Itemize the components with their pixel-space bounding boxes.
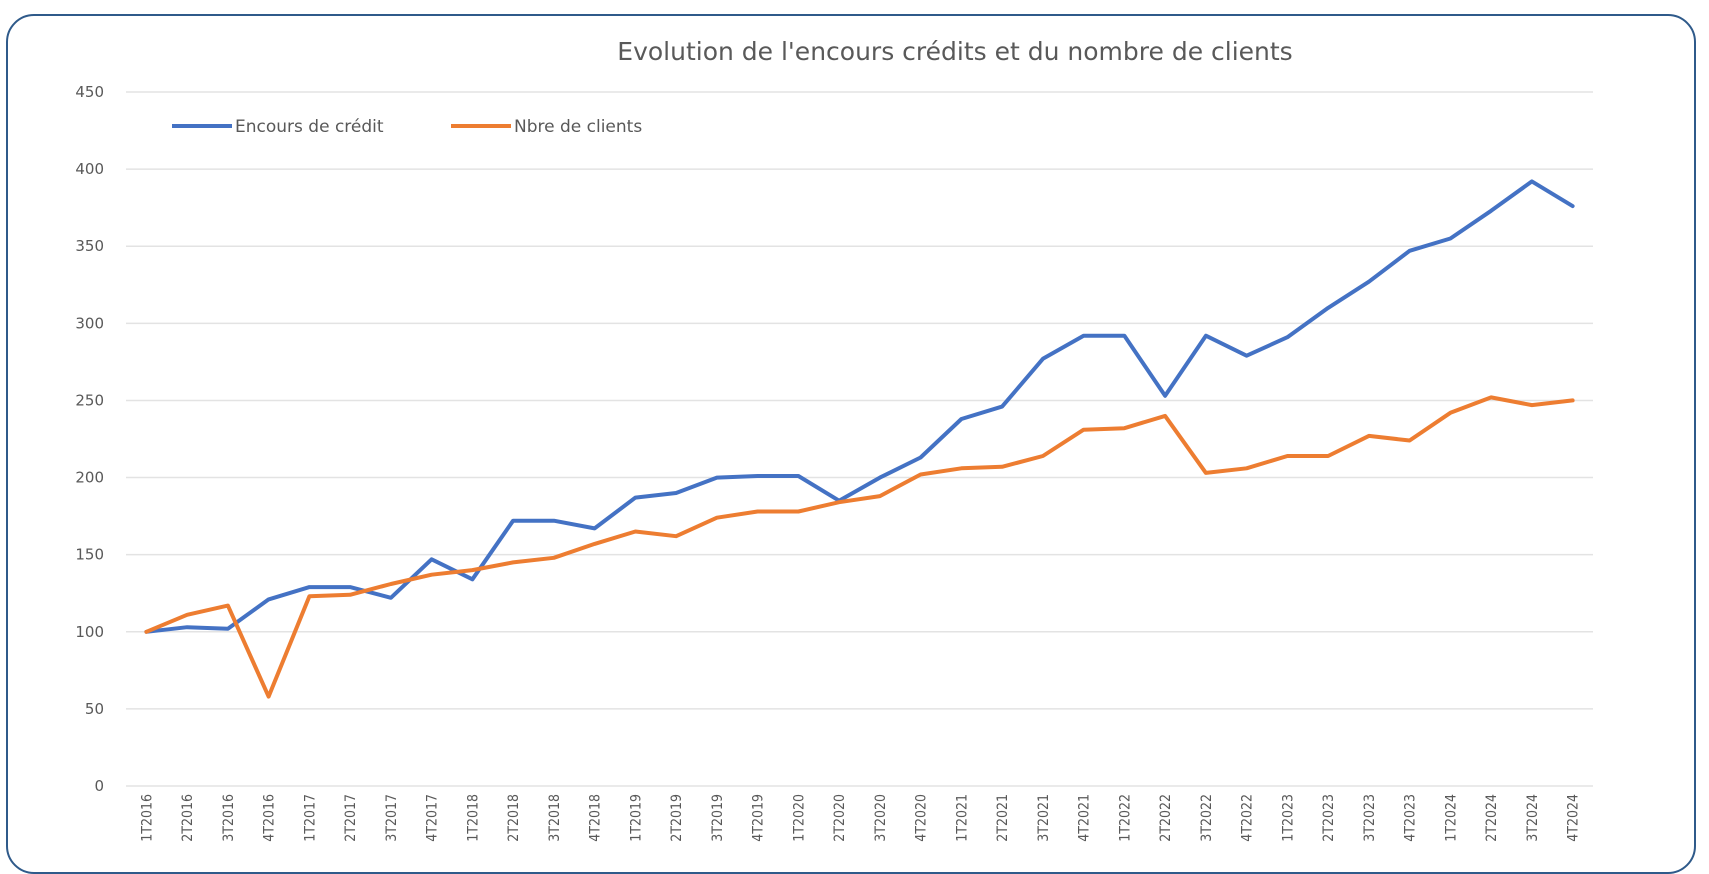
x-tick-label: 4T2024 — [1566, 794, 1582, 842]
x-tick-label: 1T2016 — [139, 794, 155, 842]
x-tick-label: 2T2018 — [506, 794, 522, 842]
x-tick-label: 2T2019 — [669, 794, 685, 842]
x-tick-label: 4T2016 — [262, 794, 278, 842]
y-tick-label: 0 — [94, 777, 104, 795]
y-tick-label: 150 — [75, 546, 104, 564]
chart-title: Evolution de l'encours crédits et du nom… — [617, 37, 1292, 66]
x-tick-label: 1T2024 — [1443, 794, 1459, 842]
x-tick-label: 4T2023 — [1403, 794, 1419, 842]
y-axis-ticks: 0 50 100 150 200 250 300 350 400 450 — [75, 83, 104, 795]
legend: Encours de crédit Nbre de clients — [172, 117, 642, 137]
y-tick-label: 100 — [75, 623, 104, 641]
y-tick-label: 400 — [75, 160, 104, 178]
x-tick-label: 4T2017 — [425, 794, 441, 842]
x-tick-label: 1T2022 — [1117, 794, 1133, 842]
x-tick-label: 2T2024 — [1484, 794, 1500, 842]
x-tick-label: 3T2023 — [1362, 794, 1378, 842]
x-tick-label: 1T2017 — [302, 794, 318, 842]
y-tick-label: 250 — [75, 391, 104, 409]
x-tick-label: 1T2020 — [791, 794, 807, 842]
chart-frame — [6, 14, 1696, 874]
x-tick-label: 3T2021 — [1036, 794, 1052, 842]
x-tick-label: 3T2019 — [710, 794, 726, 842]
x-tick-label: 2T2021 — [995, 794, 1011, 842]
x-tick-label: 1T2023 — [1280, 794, 1296, 842]
x-tick-label: 2T2017 — [343, 794, 359, 842]
series-lines — [144, 179, 1575, 699]
legend-label: Encours de crédit — [235, 117, 384, 137]
x-tick-label: 2T2020 — [832, 794, 848, 842]
x-tick-label: 4T2022 — [1240, 794, 1256, 842]
x-tick-label: 4T2021 — [1077, 794, 1093, 842]
x-tick-label: 4T2018 — [588, 794, 604, 842]
x-tick-label: 2T2016 — [180, 794, 196, 842]
x-tick-label: 3T2018 — [547, 794, 563, 842]
y-tick-label: 300 — [75, 314, 104, 332]
x-tick-label: 3T2020 — [873, 794, 889, 842]
y-tick-label: 350 — [75, 237, 104, 255]
x-tick-label: 3T2016 — [221, 794, 237, 842]
x-tick-label: 2T2022 — [1158, 794, 1174, 842]
x-tick-label: 1T2018 — [465, 794, 481, 842]
series-line-encours-de-credit — [144, 179, 1575, 634]
y-tick-label: 450 — [75, 83, 104, 101]
x-tick-label: 1T2019 — [628, 794, 644, 842]
x-tick-label: 4T2020 — [914, 794, 930, 842]
x-tick-label: 2T2023 — [1321, 794, 1337, 842]
x-tick-label: 3T2024 — [1525, 794, 1541, 842]
x-tick-label: 3T2022 — [1199, 794, 1215, 842]
y-tick-label: 200 — [75, 469, 104, 487]
y-tick-label: 50 — [85, 700, 104, 718]
x-tick-label: 3T2017 — [384, 794, 400, 842]
x-axis-ticks: 1T2016 2T2016 3T2016 4T2016 1T2017 2T2017 3T20… — [139, 794, 1581, 842]
x-tick-label: 4T2019 — [751, 794, 767, 842]
x-tick-label: 1T2021 — [954, 794, 970, 842]
gridlines — [126, 91, 1593, 787]
legend-label: Nbre de clients — [514, 117, 642, 137]
series-line-nbre-de-clients — [144, 395, 1575, 699]
